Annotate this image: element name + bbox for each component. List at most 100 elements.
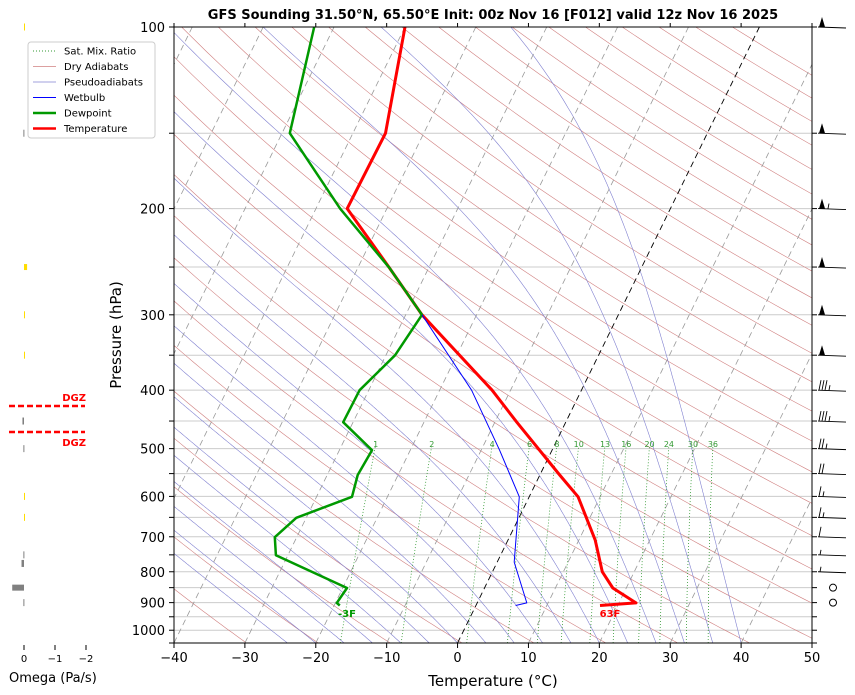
- legend-entry: Dewpoint: [64, 109, 112, 120]
- dry-adiabat: [622, 27, 812, 146]
- wind-barb: [817, 345, 847, 357]
- zero-isotherm: [457, 27, 760, 643]
- legend-entry: Dry Adiabats: [64, 62, 128, 73]
- surface-dewpoint-label: -3F: [338, 609, 356, 620]
- dry-adiabat: [658, 27, 812, 122]
- pseudoadiabat: [174, 529, 316, 643]
- wind-barb: [817, 549, 847, 557]
- x-tick-label: −40: [160, 651, 187, 666]
- mixing-ratio-label: 20: [644, 440, 654, 449]
- pseudoadiabat: [174, 325, 515, 643]
- dry-adiabat: [328, 27, 812, 354]
- wind-barb: [829, 598, 837, 607]
- omega-bar: [24, 513, 25, 521]
- dry-adiabat: [695, 27, 812, 99]
- profiles: [273, 27, 638, 607]
- mixing-ratio-line: [707, 445, 714, 643]
- pseudoadiabat: [174, 481, 373, 643]
- wetbulb-line: [421, 314, 528, 606]
- mixing-ratio-label: 8: [554, 440, 559, 449]
- pseudoadiabat: [510, 27, 742, 643]
- y-tick-label: 700: [140, 531, 165, 546]
- wind-barb: [829, 583, 837, 592]
- pseudoadiabat: [174, 362, 487, 643]
- isotherm: [174, 27, 335, 355]
- mixing-ratio-label: 24: [664, 440, 674, 449]
- dry-adiabat: [365, 27, 812, 326]
- dry-adiabat: [174, 588, 247, 643]
- background-lines: [174, 27, 812, 643]
- dry-adiabat: [174, 390, 535, 643]
- y-tick-label: 1000: [132, 624, 165, 639]
- dry-adiabat: [174, 345, 607, 643]
- x-tick-label: 0: [453, 651, 461, 666]
- x-tick-label: −30: [231, 651, 258, 666]
- dry-adiabat: [218, 27, 812, 442]
- y-axis-label: Pressure (hPa): [107, 281, 125, 389]
- omega-bar: [23, 445, 25, 453]
- omega-tick-label: −1: [48, 654, 63, 665]
- mixing-ratio-line: [339, 445, 376, 643]
- surface-temperature-label: 63F: [600, 609, 621, 620]
- wind-barb: [817, 17, 847, 29]
- dewpoint-line: [273, 27, 424, 607]
- omega-tick-label: −2: [79, 654, 94, 665]
- mixing-ratio-line: [400, 445, 433, 643]
- dry-adiabat: [585, 27, 812, 170]
- dry-adiabat: [174, 300, 678, 643]
- omega-bar: [12, 584, 24, 591]
- mixing-ratio-label: 1: [373, 440, 378, 449]
- y-tick-label: 200: [140, 203, 165, 218]
- mixing-ratio-line: [466, 445, 493, 643]
- dry-adiabat: [475, 27, 812, 246]
- wind-barb: [817, 438, 847, 451]
- wind-barb: [817, 198, 847, 211]
- omega-bar: [23, 551, 25, 559]
- legend-entry: Pseudoadiabats: [64, 78, 143, 89]
- legend-box: [27, 41, 156, 139]
- legend-entry: Wetbulb: [64, 93, 105, 104]
- mixing-ratio-label: 10: [574, 440, 584, 449]
- temperature-line: [345, 27, 638, 607]
- dry-adiabat: [174, 257, 750, 643]
- wind-barb: [817, 123, 847, 135]
- dry-adiabat: [174, 174, 812, 604]
- y-tick-label: 800: [140, 566, 165, 581]
- mixing-ratio-line: [507, 445, 530, 643]
- y-tick-label: 500: [140, 443, 165, 458]
- mixing-ratio-line: [685, 445, 694, 643]
- isotherm: [740, 497, 812, 643]
- y-tick-label: 600: [140, 490, 165, 505]
- wind-barb: [817, 566, 847, 574]
- dry-adiabat: [174, 94, 812, 537]
- omega-bar: [24, 492, 25, 500]
- omega-tick-label: 0: [21, 654, 27, 665]
- dry-adiabat: [548, 27, 812, 195]
- legend-entry: Sat. Mix. Ratio: [64, 47, 136, 58]
- omega-axis-label: Omega (Pa/s): [9, 671, 97, 686]
- mixing-ratio-line: [536, 445, 558, 643]
- chart-title: GFS Sounding 31.50°N, 65.50°E Init: 00z …: [208, 8, 778, 23]
- pseudoadiabat: [174, 32, 657, 643]
- dry-adiabat: [174, 56, 812, 504]
- omega-bar: [23, 599, 25, 607]
- pseudoadiabat: [174, 234, 572, 643]
- isotherm: [174, 27, 477, 643]
- mixing-ratio-line: [612, 445, 627, 643]
- pseudoadiabat: [174, 282, 543, 643]
- plot-frame: [173, 26, 813, 644]
- y-tick-label: 300: [140, 309, 165, 324]
- y-tick-label: 900: [140, 597, 165, 612]
- isotherm: [244, 27, 548, 643]
- omega-bar: [22, 417, 24, 425]
- mixing-ratio-label: 6: [527, 440, 532, 449]
- pseudoadiabat: [174, 396, 458, 643]
- legend: Sat. Mix. Ratio Dry Adiabats Pseudoadiabat…: [27, 41, 156, 139]
- x-tick-label: 50: [804, 651, 821, 666]
- pseudoadiabat: [262, 27, 685, 643]
- isotherm: [315, 27, 618, 643]
- dry-adiabat: [181, 27, 812, 473]
- mixing-ratio-line: [659, 445, 670, 643]
- mixing-ratio-label: 4: [490, 440, 495, 449]
